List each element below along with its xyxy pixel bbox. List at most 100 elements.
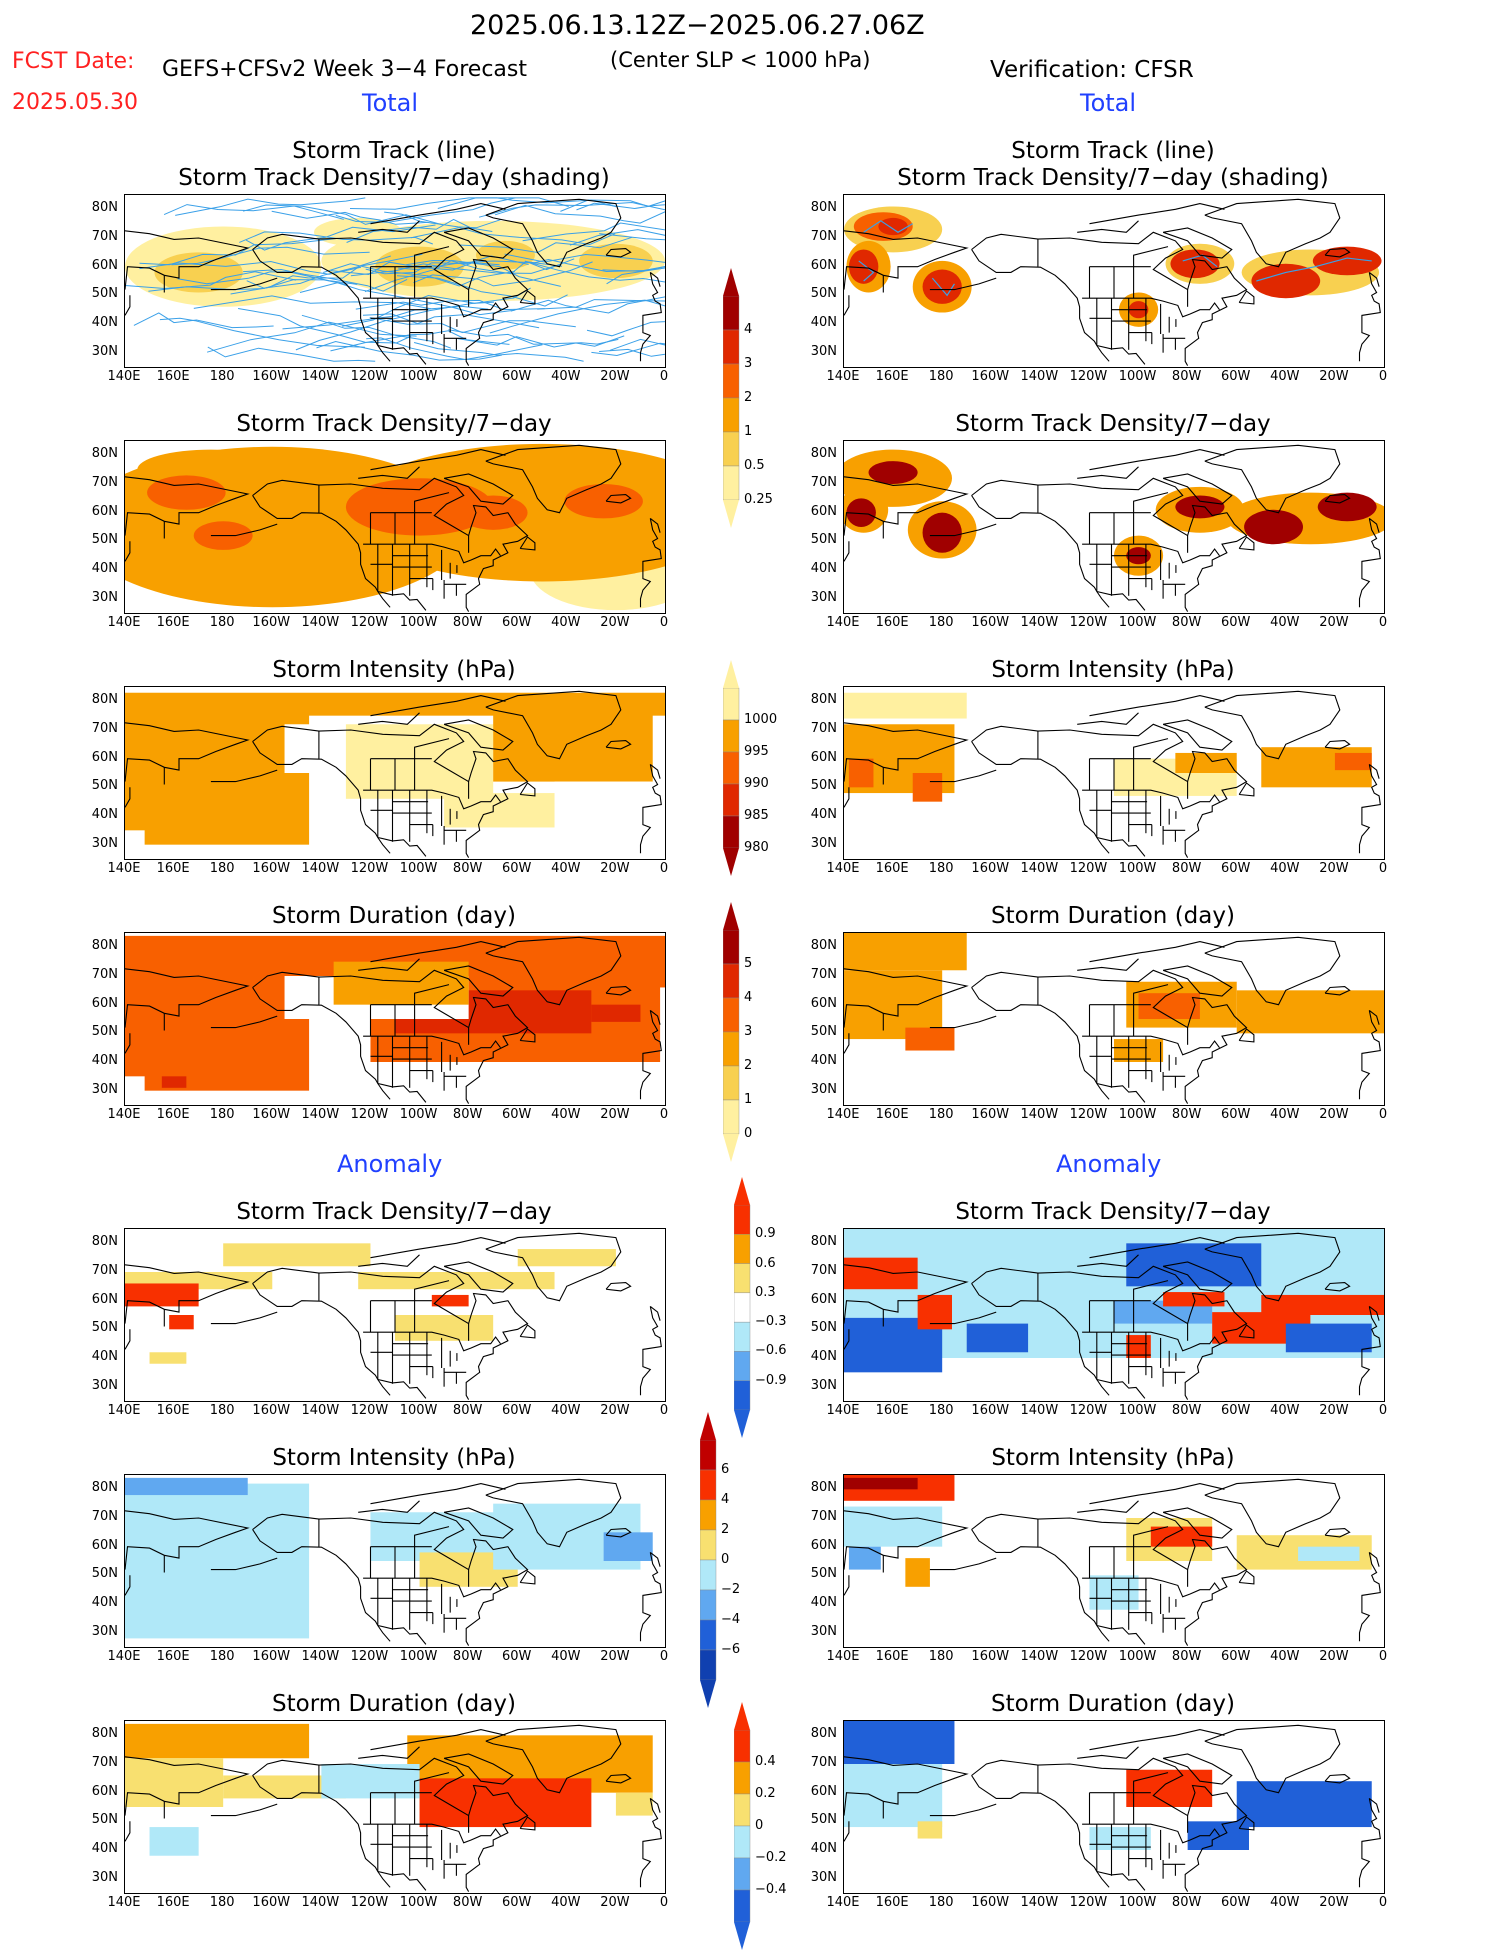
lon-tick-label: 180	[209, 369, 235, 384]
lat-tick-label: 70N	[810, 229, 837, 244]
lon-tick-label: 100W	[1118, 861, 1157, 876]
lon-tick-label: 120W	[1069, 1649, 1108, 1664]
colorbar-label: 1	[744, 1092, 753, 1107]
lat-tick-label: 60N	[810, 749, 837, 765]
lon-tick-label: 20W	[600, 1107, 630, 1122]
lat-tick-label: 30N	[91, 1081, 118, 1097]
colorbar-label: 4	[744, 990, 753, 1005]
lat-tick-label: 40N	[810, 1841, 837, 1856]
map-frame	[843, 1228, 1385, 1402]
lon-tick-label: 40W	[1270, 615, 1300, 630]
lon-tick-label: 20W	[600, 1403, 630, 1418]
lon-tick-label: 0	[1378, 861, 1388, 876]
lon-tick-label: 0	[659, 1107, 669, 1122]
lon-tick-label: 140E	[826, 1649, 860, 1664]
colorbar-label: 6	[721, 1462, 730, 1477]
lon-tick-label: 180	[928, 1107, 954, 1122]
panel-title: Storm Intensity (hPa)	[272, 657, 516, 683]
lon-tick-label: 20W	[1319, 1403, 1349, 1418]
lon-tick-label: 0	[659, 1649, 669, 1664]
colorbar-label: −6	[721, 1642, 741, 1657]
colorbar-label: 0	[721, 1552, 730, 1567]
colorbar	[723, 660, 740, 876]
lon-tick-label: 140W	[1020, 1649, 1059, 1664]
lat-tick-label: 30N	[91, 1869, 118, 1885]
lon-tick-label: 80W	[1171, 861, 1202, 876]
lon-tick-label: 60W	[502, 1649, 532, 1664]
map-frame	[843, 932, 1385, 1106]
lat-tick-label: 30N	[810, 1869, 837, 1885]
lon-tick-label: 140E	[107, 1895, 141, 1910]
map-field	[844, 1475, 1381, 1646]
lat-tick-label: 40N	[91, 561, 118, 576]
lat-tick-label: 70N	[810, 1263, 837, 1278]
model-label: GEFS+CFSv2 Week 3−4 Forecast	[162, 57, 527, 82]
colorbar-label: 0.5	[744, 458, 765, 473]
colorbar-label: 4	[744, 322, 753, 337]
lon-tick-label: 140E	[107, 1403, 141, 1418]
lon-tick-label: 0	[1378, 615, 1388, 630]
lon-tick-label: 140W	[301, 369, 340, 384]
lon-tick-label: 100W	[399, 1649, 438, 1664]
panel-title: Storm Track Density/7−day	[236, 1199, 552, 1225]
lon-tick-label: 160E	[875, 615, 909, 630]
panel-title: Storm Track (line)	[292, 138, 496, 164]
panel-title: Storm Intensity (hPa)	[991, 657, 1235, 683]
lon-tick-label: 120W	[350, 615, 389, 630]
lon-tick-label: 140W	[301, 1107, 340, 1122]
colorbar	[723, 268, 740, 528]
lat-tick-label: 30N	[810, 1081, 837, 1097]
lon-tick-label: 180	[928, 615, 954, 630]
lat-tick-label: 30N	[810, 589, 837, 605]
lat-tick-label: 40N	[91, 1841, 118, 1856]
lon-tick-label: 160E	[156, 1107, 190, 1122]
map-frame	[124, 1720, 666, 1894]
lon-tick-label: 180	[928, 1895, 954, 1910]
fcst-label: FCST Date:	[12, 49, 135, 74]
lon-tick-label: 160E	[875, 861, 909, 876]
lon-tick-label: 160W	[971, 1403, 1010, 1418]
colorbar-label: −0.2	[755, 1850, 787, 1865]
lon-tick-label: 160E	[156, 1403, 190, 1418]
lat-tick-label: 30N	[810, 343, 837, 359]
lat-tick-label: 70N	[91, 1509, 118, 1524]
lon-tick-label: 80W	[1171, 1107, 1202, 1122]
map-frame	[124, 194, 666, 368]
lat-tick-label: 30N	[91, 1377, 118, 1393]
lon-tick-label: 140E	[107, 615, 141, 630]
lon-tick-label: 140W	[1020, 369, 1059, 384]
panel-title: Storm Track Density/7−day (shading)	[897, 165, 1329, 191]
colorbar-label: 2	[721, 1522, 730, 1537]
lat-tick-label: 70N	[91, 721, 118, 736]
lat-tick-label: 50N	[810, 1320, 837, 1336]
lon-tick-label: 60W	[502, 861, 532, 876]
lon-tick-label: 180	[209, 615, 235, 630]
lon-tick-label: 160W	[252, 1649, 291, 1664]
verification-label: Verification: CFSR	[990, 57, 1194, 83]
lon-tick-label: 60W	[502, 1403, 532, 1418]
lat-tick-label: 50N	[91, 1812, 118, 1828]
lon-tick-label: 20W	[600, 861, 630, 876]
lat-tick-label: 60N	[91, 1291, 118, 1307]
lat-tick-label: 80N	[810, 938, 837, 954]
lon-tick-label: 20W	[600, 369, 630, 384]
lat-tick-label: 60N	[91, 995, 118, 1011]
lat-tick-label: 40N	[810, 1349, 837, 1364]
lon-tick-label: 160W	[971, 369, 1010, 384]
lat-tick-label: 40N	[810, 1595, 837, 1610]
lat-tick-label: 80N	[810, 200, 837, 216]
lon-tick-label: 80W	[452, 1649, 483, 1664]
colorbar-label: −4	[721, 1612, 741, 1627]
lat-tick-label: 80N	[810, 1234, 837, 1250]
lat-tick-label: 80N	[91, 692, 118, 708]
lon-tick-label: 140W	[1020, 615, 1059, 630]
lon-tick-label: 40W	[551, 615, 581, 630]
lon-tick-label: 160W	[971, 861, 1010, 876]
lon-tick-label: 40W	[1270, 861, 1300, 876]
panel-title: Storm Duration (day)	[272, 1691, 516, 1717]
map-field	[125, 1229, 665, 1400]
lat-tick-label: 70N	[91, 967, 118, 982]
lon-tick-label: 160W	[971, 1107, 1010, 1122]
lat-tick-label: 60N	[91, 1783, 118, 1799]
panel-title: Storm Track Density/7−day (shading)	[178, 165, 610, 191]
